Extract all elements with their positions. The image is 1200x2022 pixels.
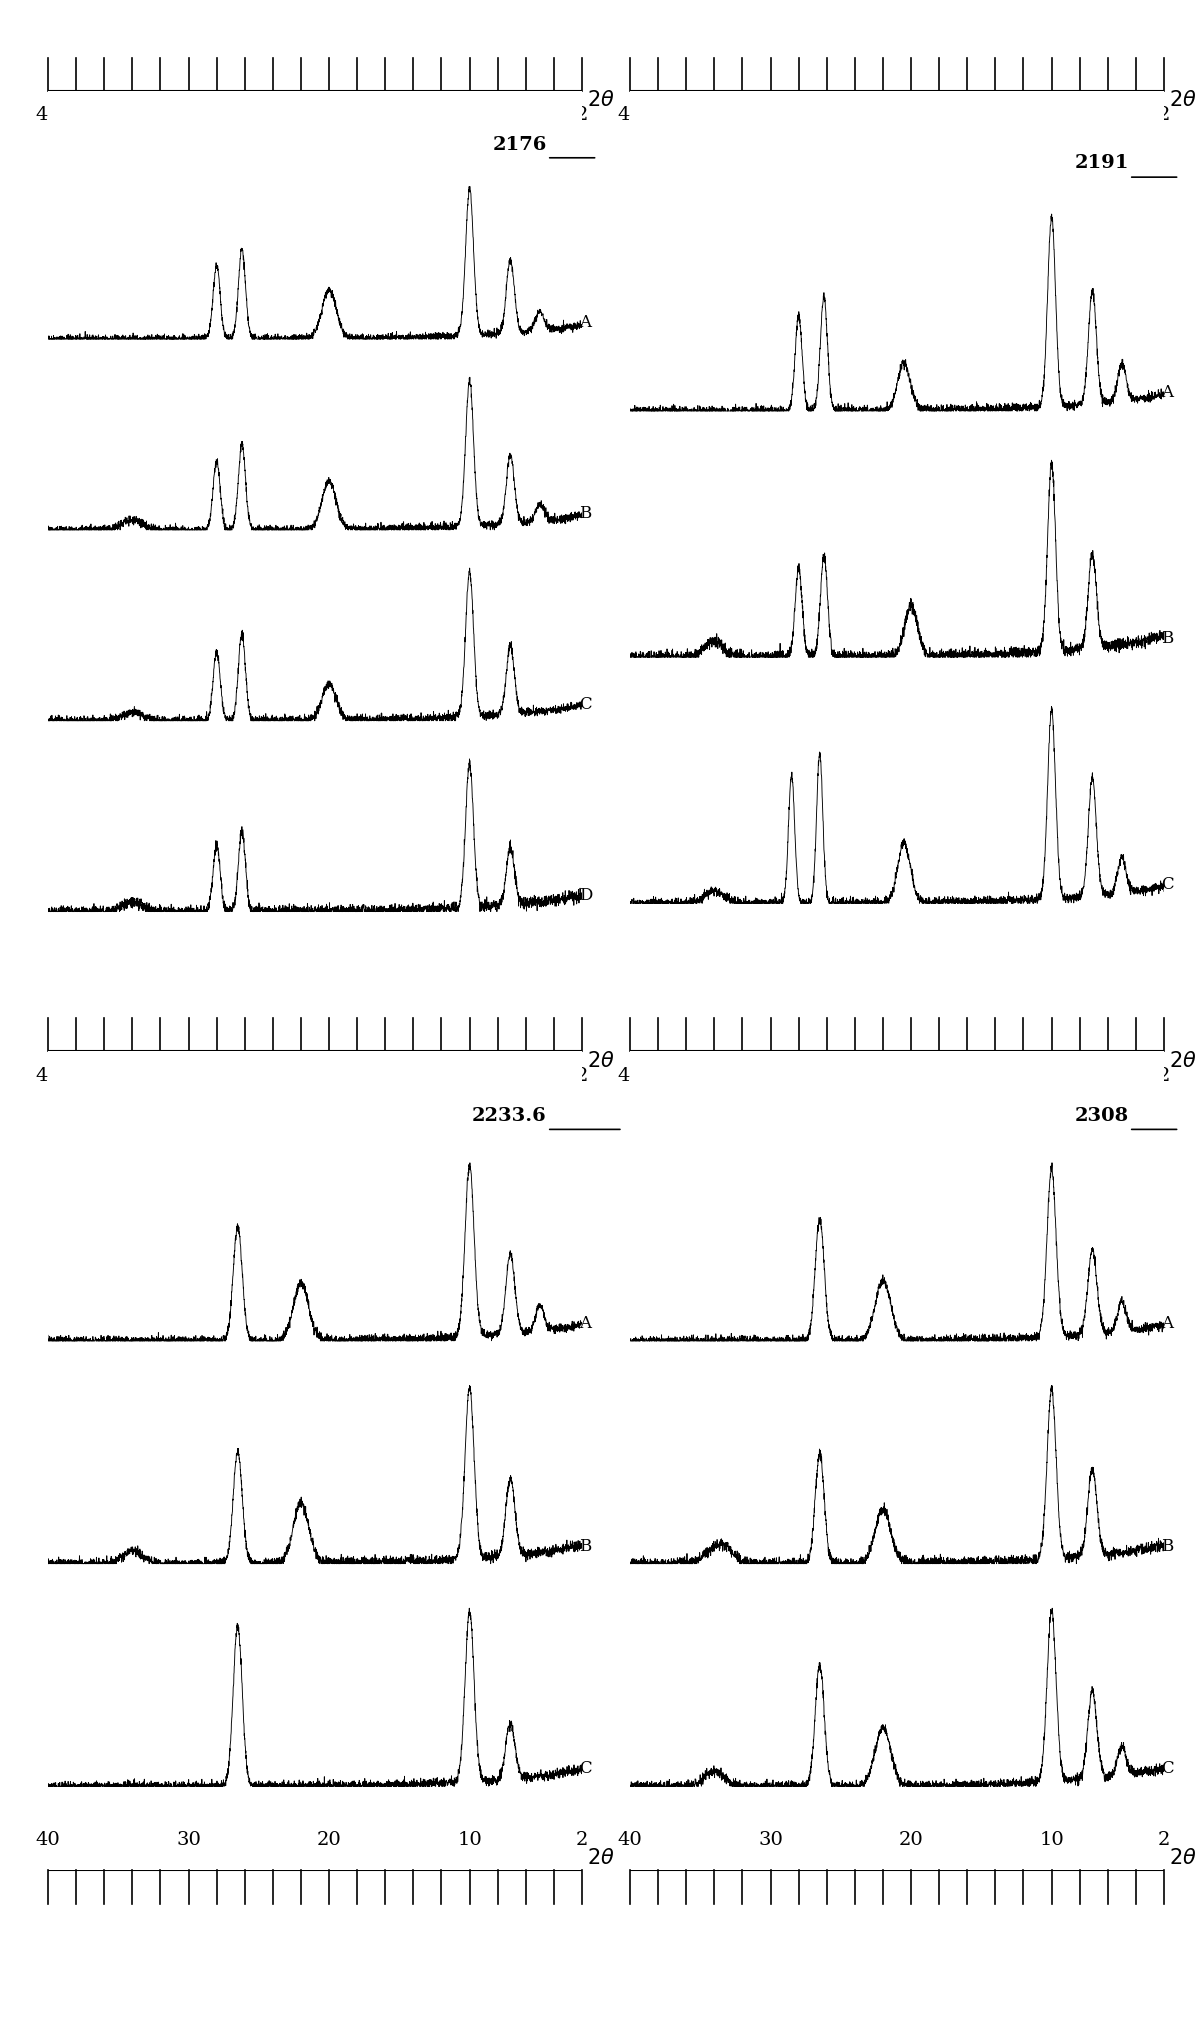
Text: A: A (1162, 384, 1174, 400)
Text: 10: 10 (1039, 105, 1064, 123)
Text: $2\theta$: $2\theta$ (587, 1051, 614, 1070)
Text: 40: 40 (36, 1068, 60, 1084)
Text: A: A (580, 1314, 592, 1332)
Text: A: A (1162, 1314, 1174, 1332)
Text: $2\theta$: $2\theta$ (1169, 1051, 1196, 1070)
Text: D: D (580, 888, 593, 904)
Text: 2: 2 (576, 1832, 588, 1850)
Text: 40: 40 (36, 1832, 60, 1850)
Text: B: B (580, 506, 592, 522)
Text: 30: 30 (176, 1068, 200, 1084)
Text: 2: 2 (1158, 1068, 1170, 1084)
Text: 40: 40 (618, 105, 642, 123)
Text: 40: 40 (618, 1068, 642, 1084)
Text: A: A (580, 315, 592, 332)
Text: 2: 2 (1158, 105, 1170, 123)
Text: 30: 30 (758, 1068, 782, 1084)
Text: 2191: 2191 (1074, 154, 1129, 172)
Text: B: B (580, 1539, 592, 1555)
Text: 10: 10 (457, 1068, 482, 1084)
Text: 40: 40 (618, 1832, 642, 1850)
Text: 20: 20 (317, 105, 342, 123)
Text: C: C (1162, 1761, 1174, 1777)
Text: 30: 30 (758, 105, 782, 123)
Text: 10: 10 (1039, 1068, 1064, 1084)
Text: 40: 40 (36, 105, 60, 123)
Text: 2: 2 (1158, 1832, 1170, 1850)
Text: 2233.6: 2233.6 (472, 1106, 547, 1124)
Text: 10: 10 (457, 105, 482, 123)
Text: $2\theta$: $2\theta$ (587, 1848, 614, 1868)
Text: C: C (580, 1761, 592, 1777)
Text: 2176: 2176 (492, 135, 547, 154)
Text: 10: 10 (1039, 1832, 1064, 1850)
Text: $2\theta$: $2\theta$ (1169, 91, 1196, 109)
Text: 2: 2 (576, 105, 588, 123)
Text: $2\theta$: $2\theta$ (1169, 1848, 1196, 1868)
Text: C: C (1162, 876, 1174, 894)
Text: B: B (1162, 631, 1174, 647)
Text: 20: 20 (317, 1068, 342, 1084)
Text: C: C (580, 696, 592, 714)
Text: $2\theta$: $2\theta$ (587, 91, 614, 109)
Text: 20: 20 (317, 1832, 342, 1850)
Text: 30: 30 (758, 1832, 782, 1850)
Text: 20: 20 (899, 1068, 924, 1084)
Text: 20: 20 (899, 105, 924, 123)
Text: 2: 2 (576, 1068, 588, 1084)
Text: 10: 10 (457, 1832, 482, 1850)
Text: 2308: 2308 (1075, 1106, 1129, 1124)
Text: B: B (1162, 1539, 1174, 1555)
Text: 20: 20 (899, 1832, 924, 1850)
Text: 30: 30 (176, 1832, 200, 1850)
Text: 30: 30 (176, 105, 200, 123)
